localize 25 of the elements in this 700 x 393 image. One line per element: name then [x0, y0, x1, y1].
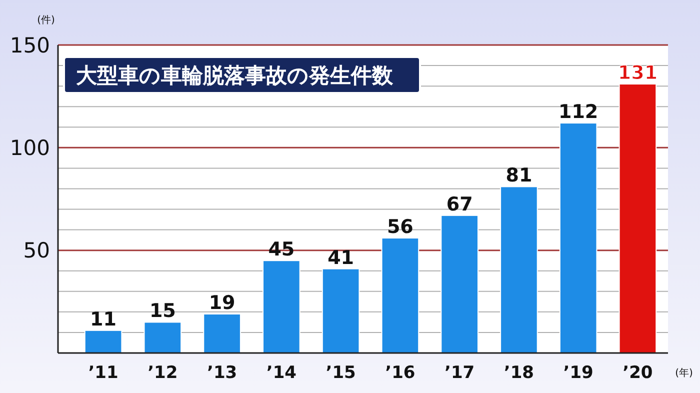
data-label: 131: [618, 62, 658, 84]
data-label: 112: [558, 101, 598, 124]
x-tick-label: ’16: [385, 363, 416, 383]
x-tick-label: ’12: [148, 363, 178, 383]
data-label: 81: [506, 164, 532, 187]
x-tick-label: ’15: [326, 363, 356, 383]
y-tick-label: 50: [23, 238, 50, 263]
x-tick-label: ’17: [444, 363, 475, 383]
data-label: 15: [149, 300, 176, 322]
x-tick-label: ’13: [206, 363, 238, 383]
x-tick-label: ’11: [88, 363, 118, 383]
y-tick-label: 150: [10, 33, 50, 58]
data-label: 67: [446, 193, 473, 216]
y-axis-title: (件): [37, 15, 55, 26]
y-tick-label: 100: [10, 136, 50, 160]
x-tick-label: ’18: [504, 363, 534, 383]
x-tick-label: ’20: [622, 363, 653, 383]
data-label: 19: [208, 292, 236, 314]
data-label: 56: [386, 216, 414, 238]
data-label: 41: [328, 246, 354, 269]
x-axis-title: (年): [675, 367, 693, 379]
x-tick-label: ’19: [563, 363, 594, 383]
data-label: 11: [90, 308, 117, 330]
x-tick-label: ’14: [266, 363, 297, 383]
text: 大型車の車輪脱落事故の発生件数: [76, 64, 394, 88]
